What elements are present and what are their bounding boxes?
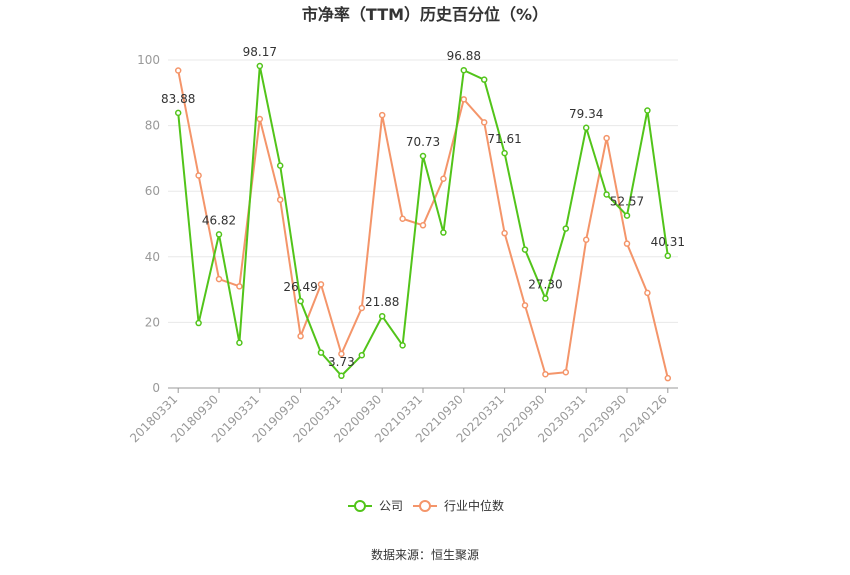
y-tick-label: 40 — [145, 250, 160, 264]
grid-lines — [168, 59, 678, 323]
data-label: 3.73 — [328, 355, 355, 369]
data-point[interactable] — [378, 111, 386, 119]
data-point[interactable] — [542, 370, 549, 378]
data-label: 71.61 — [487, 132, 521, 146]
data-point[interactable] — [419, 222, 427, 229]
data-point[interactable] — [562, 225, 570, 232]
data-label: 70.73 — [406, 135, 440, 149]
data-point[interactable] — [542, 295, 549, 302]
data-point[interactable] — [480, 76, 488, 83]
y-tick-label: 80 — [145, 119, 160, 133]
data-label: 26.49 — [283, 280, 317, 294]
data-point[interactable] — [562, 369, 570, 376]
data-labels: 83.88 46.82 98.17 26.49 3.73 21.88 70.73 96.88 7… — [161, 45, 685, 369]
data-point[interactable] — [582, 236, 590, 243]
data-point[interactable] — [174, 67, 182, 74]
data-point[interactable] — [399, 342, 406, 349]
data-point[interactable] — [195, 172, 202, 179]
x-tick-labels: 2018033120180930201903312019093020200331… — [127, 388, 670, 445]
data-point[interactable] — [399, 215, 406, 223]
data-point[interactable] — [378, 312, 386, 320]
data-point[interactable] — [297, 297, 304, 305]
series-industry — [174, 67, 672, 382]
data-point[interactable] — [419, 152, 427, 160]
legend-label-industry: 行业中位数 — [444, 498, 504, 513]
data-point[interactable] — [256, 115, 264, 123]
data-point[interactable] — [623, 240, 631, 247]
y-tick-label: 20 — [145, 315, 160, 329]
data-label: 98.17 — [243, 45, 277, 59]
data-label: 21.88 — [365, 295, 399, 309]
y-axis: 0 20 40 60 80 100 — [137, 53, 160, 395]
data-point[interactable] — [460, 66, 468, 74]
series-company — [174, 62, 672, 380]
legend: 公司 行业中位数 — [348, 498, 504, 513]
data-point[interactable] — [644, 289, 651, 297]
legend-marker-company — [354, 500, 366, 512]
data-point[interactable] — [664, 252, 672, 260]
data-point[interactable] — [623, 212, 631, 219]
data-label: 46.82 — [202, 213, 236, 227]
data-point[interactable] — [236, 283, 243, 290]
data-point[interactable] — [236, 339, 243, 346]
legend-label-company: 公司 — [379, 499, 403, 513]
data-point[interactable] — [501, 229, 508, 237]
data-point[interactable] — [521, 302, 529, 309]
data-point[interactable] — [480, 119, 488, 126]
data-point[interactable] — [338, 350, 345, 358]
data-point[interactable] — [317, 281, 325, 288]
y-tick-label: 0 — [152, 381, 160, 395]
data-point[interactable] — [440, 175, 447, 182]
legend-item-company[interactable]: 公司 — [348, 499, 403, 513]
y-tick-label: 60 — [145, 184, 160, 198]
data-point[interactable] — [603, 134, 610, 142]
data-point[interactable] — [644, 107, 651, 114]
series-lines — [174, 62, 672, 382]
data-point[interactable] — [358, 304, 366, 312]
data-label: 83.88 — [161, 92, 195, 106]
data-point[interactable] — [664, 374, 672, 382]
chart-title: 市净率（TTM）历史百分位（%） — [302, 5, 548, 24]
data-point[interactable] — [440, 229, 447, 236]
data-label: 79.34 — [569, 107, 603, 121]
data-point[interactable] — [174, 109, 182, 117]
data-source: 数据来源：恒生聚源 — [371, 547, 479, 562]
data-point[interactable] — [582, 124, 590, 132]
data-point[interactable] — [358, 351, 366, 359]
data-label: 96.88 — [447, 49, 481, 63]
data-point[interactable] — [276, 196, 284, 203]
data-label: 40.31 — [651, 235, 685, 249]
data-point[interactable] — [521, 246, 529, 253]
data-point[interactable] — [501, 149, 508, 157]
data-point[interactable] — [603, 191, 610, 198]
y-tick-label: 100 — [137, 53, 160, 67]
data-point[interactable] — [215, 231, 223, 238]
data-point[interactable] — [195, 319, 202, 327]
data-point[interactable] — [460, 96, 468, 103]
data-point[interactable] — [276, 162, 284, 169]
data-label: 52.57 — [610, 195, 644, 209]
data-point[interactable] — [338, 372, 345, 380]
data-label: 27.30 — [528, 277, 562, 291]
data-point[interactable] — [297, 332, 304, 340]
data-point[interactable] — [317, 349, 325, 356]
legend-item-industry[interactable]: 行业中位数 — [413, 498, 504, 513]
data-point[interactable] — [215, 275, 223, 283]
legend-marker-industry — [419, 500, 431, 512]
data-point[interactable] — [256, 62, 264, 70]
